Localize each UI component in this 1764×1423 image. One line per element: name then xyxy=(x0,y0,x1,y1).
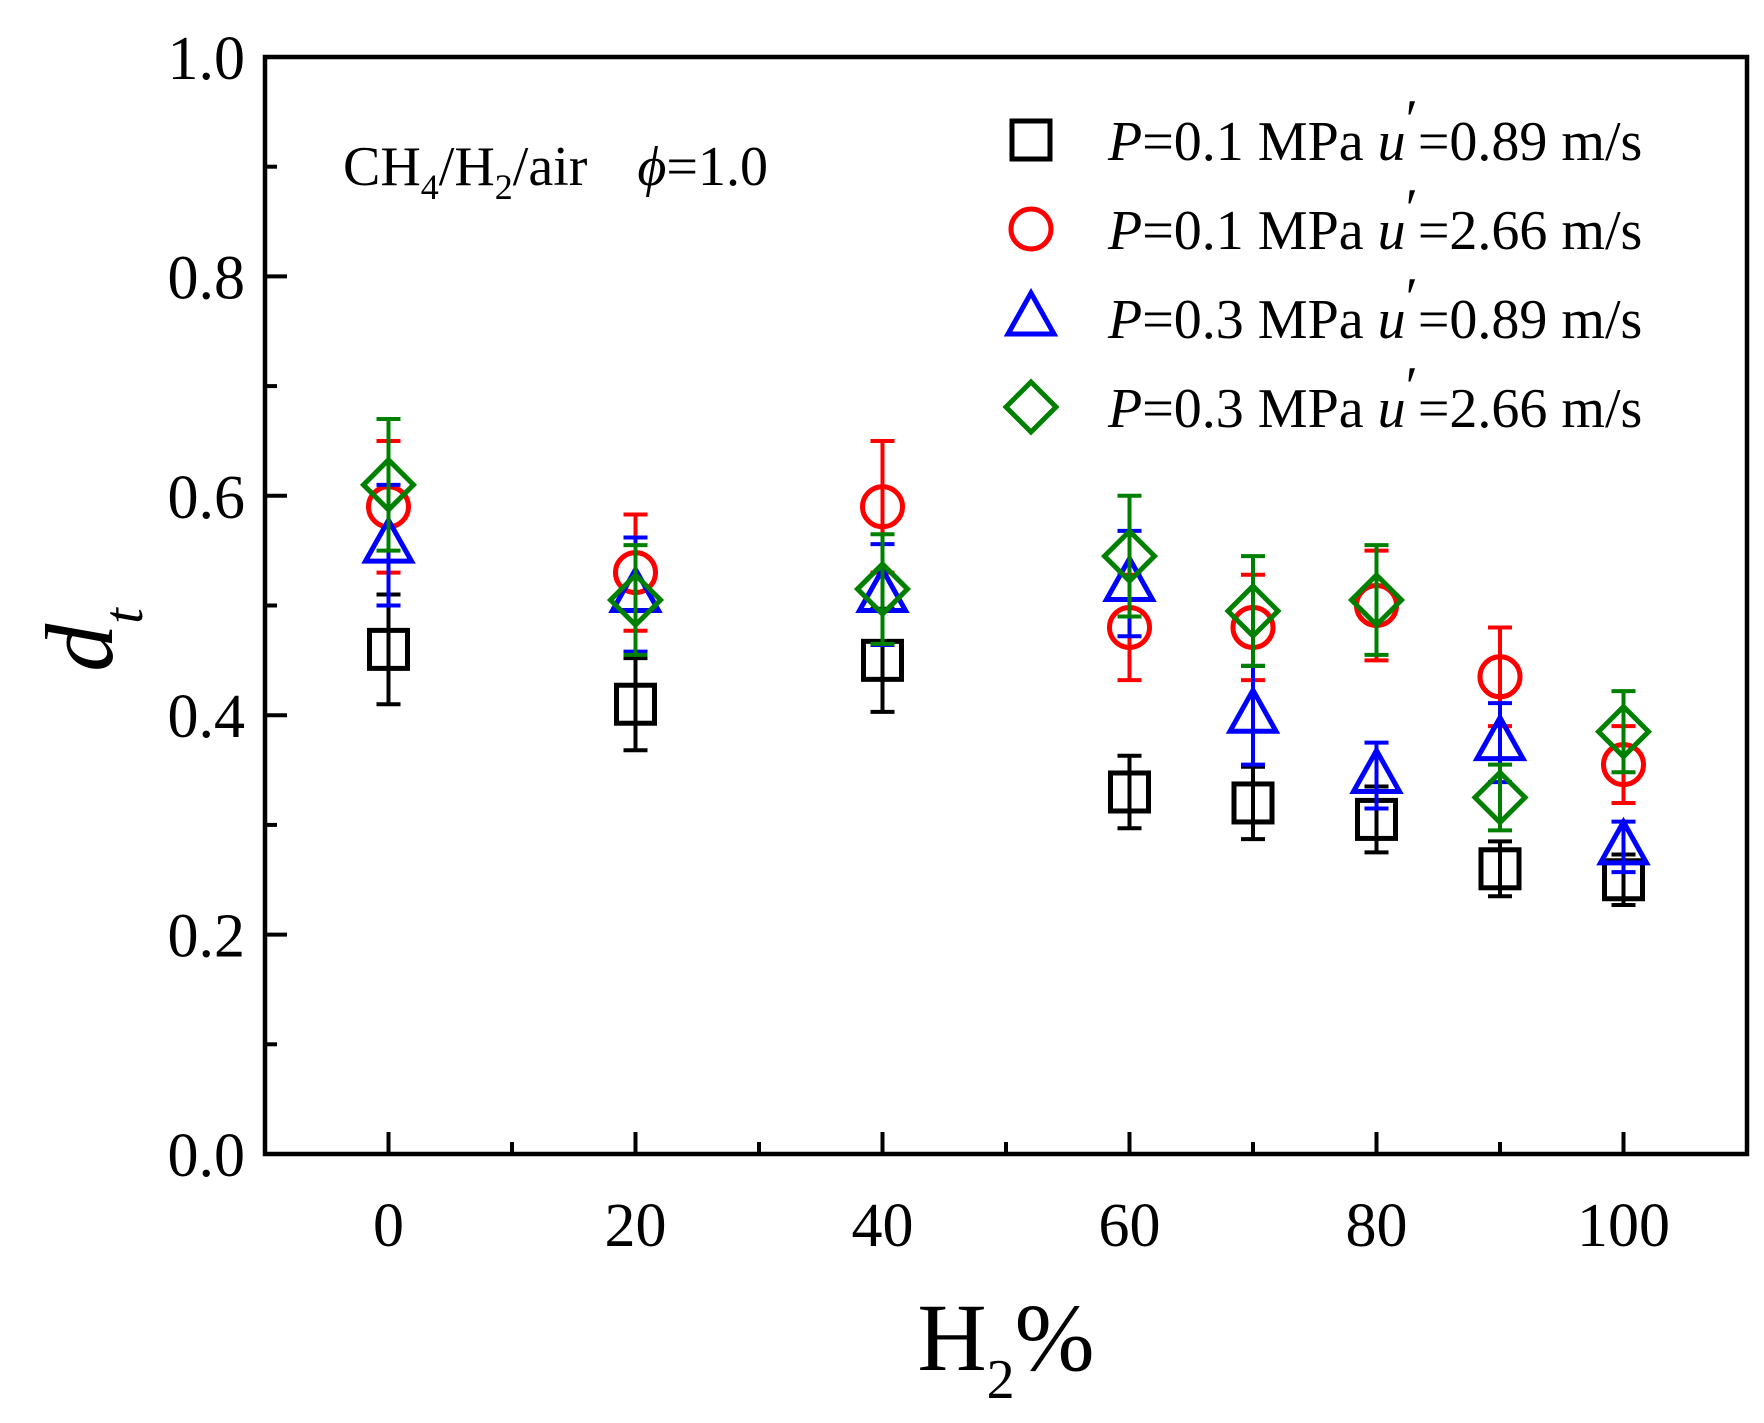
legend-label-part: u xyxy=(1378,200,1406,262)
data-point xyxy=(1477,654,1523,700)
x-tick-label: 100 xyxy=(1577,1192,1670,1260)
legend-label-part: u xyxy=(1378,111,1406,173)
legend-label: P=0.3 MPa u′=2.66 m/s xyxy=(1107,356,1642,440)
legend-label-part: =0.89 m/s xyxy=(1418,111,1643,173)
legend-marker xyxy=(1003,287,1059,337)
error-bar xyxy=(1241,554,1265,668)
legend-label: P=0.1 MPa u′=0.89 m/s xyxy=(1107,89,1642,173)
legend-label-part: ′ xyxy=(1406,267,1418,329)
annotation: CH4/H2/air ϕ=1.0 xyxy=(343,136,768,207)
data-point xyxy=(1225,685,1281,734)
x-tick-label: 60 xyxy=(1099,1192,1161,1260)
legend-label-part: ′ xyxy=(1406,178,1418,240)
x-tick-label: 80 xyxy=(1346,1192,1408,1260)
legend-item: P=0.1 MPa u′=2.66 m/s xyxy=(1008,178,1642,262)
legend-label-part: P xyxy=(1107,289,1142,351)
legend-label-part: ′ xyxy=(1406,89,1418,151)
legend-label-part: =0.1 MPa xyxy=(1142,200,1377,262)
error-bar xyxy=(870,532,895,646)
y-tick-label: 1.0 xyxy=(168,25,246,93)
x-tick-label: 0 xyxy=(373,1192,404,1260)
y-tick-label: 0.4 xyxy=(168,683,246,751)
data-point xyxy=(1231,781,1275,825)
legend: P=0.1 MPa u′=0.89 m/sP=0.1 MPa u′=2.66 m… xyxy=(1002,89,1642,440)
error-bar xyxy=(1241,764,1265,842)
error-bar xyxy=(1117,753,1142,831)
data-point xyxy=(361,515,416,564)
error-bar xyxy=(1364,543,1389,657)
y-axis-title: dt xyxy=(26,607,155,672)
annotation-ch: CH xyxy=(343,136,421,198)
legend-label-part: P xyxy=(1107,111,1142,173)
legend-label-part: u xyxy=(1378,289,1406,351)
annotation-h: /H xyxy=(439,136,495,198)
legend-label: P=0.1 MPa u′=2.66 m/s xyxy=(1107,178,1642,262)
legend-label-part: =0.3 MPa xyxy=(1142,378,1377,440)
data-point xyxy=(1478,847,1522,891)
legend-label-part: =0.89 m/s xyxy=(1418,289,1643,351)
legend-item: P=0.1 MPa u′=0.89 m/s xyxy=(1009,89,1642,173)
legend-label-part: u xyxy=(1378,378,1406,440)
data-point xyxy=(860,484,905,530)
legend-label-part: P xyxy=(1107,378,1142,440)
error-bar xyxy=(623,543,648,657)
series-diamond xyxy=(359,417,1653,833)
data-point xyxy=(606,571,665,629)
legend-label-part: =2.66 m/s xyxy=(1418,378,1643,440)
data-point xyxy=(614,682,657,726)
data-point xyxy=(1594,703,1653,761)
data-point xyxy=(1349,745,1404,795)
legend-label-part: =2.66 m/s xyxy=(1418,200,1643,262)
data-point xyxy=(1471,768,1529,827)
annotation-phi-value: =1.0 xyxy=(666,136,768,198)
legend-label: P=0.3 MPa u′=0.89 m/s xyxy=(1107,267,1642,351)
y-tick-label: 0.2 xyxy=(168,903,246,971)
y-axis-title-main: d xyxy=(26,623,133,672)
legend-label-part: =0.1 MPa xyxy=(1142,111,1377,173)
x-tick-label: 40 xyxy=(852,1192,914,1260)
y-axis-title-sub: t xyxy=(93,607,155,624)
annotation-phi: ϕ xyxy=(637,136,666,198)
legend-marker xyxy=(1009,118,1053,162)
x-axis-title-tail: % xyxy=(1015,1284,1095,1391)
data-point xyxy=(1472,712,1528,762)
x-tick-label: 20 xyxy=(605,1192,667,1260)
annotation-air: /air xyxy=(513,136,588,198)
data-point xyxy=(1100,527,1159,585)
x-axis-title: H2% xyxy=(917,1284,1094,1411)
legend-label-part: =0.3 MPa xyxy=(1142,289,1377,351)
legend-label-part: ′ xyxy=(1406,356,1418,418)
x-axis-title-sub: 2 xyxy=(987,1349,1015,1411)
x-axis-title-main: H xyxy=(917,1284,986,1391)
data-point xyxy=(1596,816,1651,866)
y-tick-label: 0.6 xyxy=(168,464,246,532)
y-tick-label: 0.0 xyxy=(168,1122,246,1190)
legend-item: P=0.3 MPa u′=0.89 m/s xyxy=(1003,267,1642,351)
data-point xyxy=(853,560,912,618)
error-bar xyxy=(623,656,648,753)
annotation-h-sub: 2 xyxy=(495,167,513,207)
data-point xyxy=(1108,770,1151,814)
legend-marker xyxy=(1008,206,1054,252)
data-point xyxy=(1224,582,1282,640)
error-bar xyxy=(1117,493,1142,619)
data-point xyxy=(367,627,410,671)
y-tick-label: 0.8 xyxy=(168,244,246,312)
error-bar xyxy=(376,417,401,553)
data-point xyxy=(359,456,418,514)
legend-label-part: P xyxy=(1107,200,1142,262)
legend-item: P=0.3 MPa u′=2.66 m/s xyxy=(1002,356,1642,440)
data-point xyxy=(1347,571,1406,629)
legend-marker xyxy=(1002,378,1060,436)
annotation-ch-sub: 4 xyxy=(421,167,439,207)
